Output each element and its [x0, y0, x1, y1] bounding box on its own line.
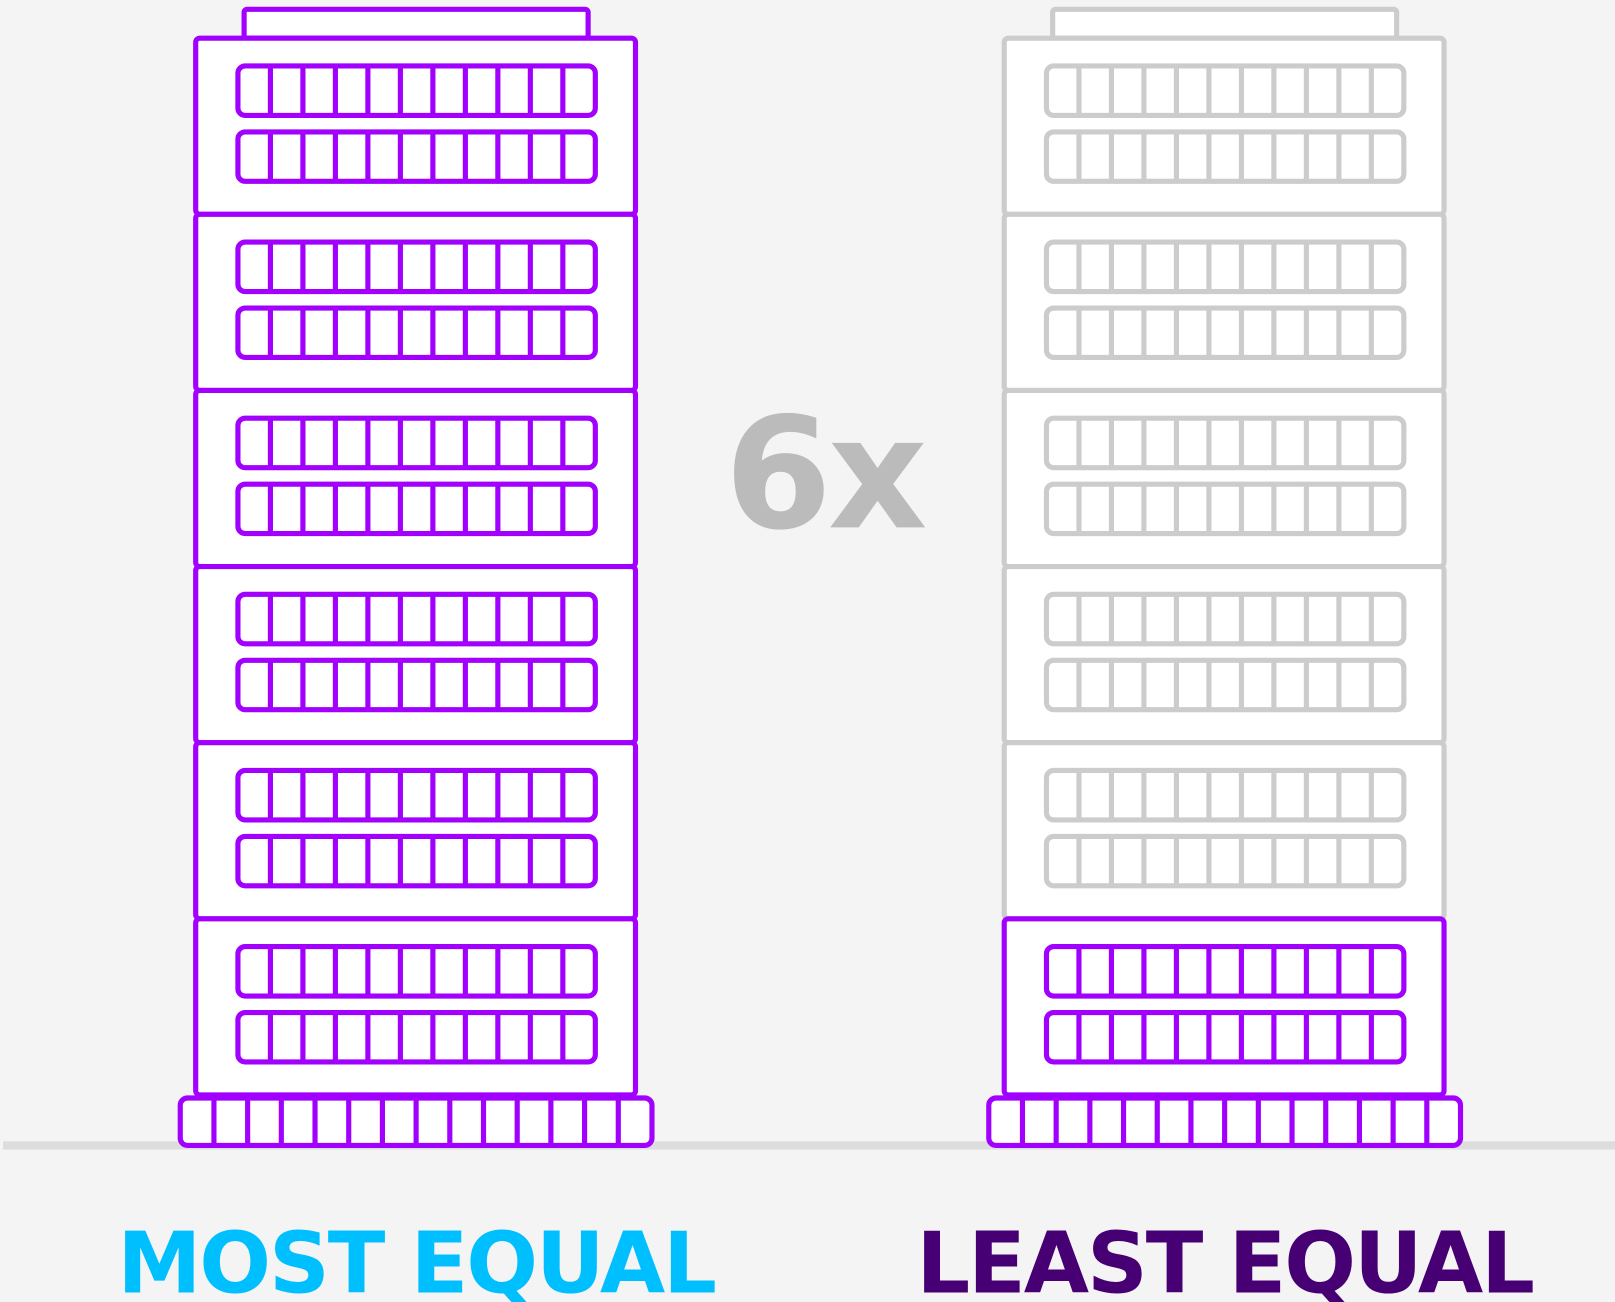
- window-row: [1046, 594, 1403, 643]
- window-row: [238, 484, 595, 533]
- window-row: [1046, 132, 1403, 181]
- window-row: [238, 947, 595, 996]
- window-row: [1046, 836, 1403, 885]
- window-row: [238, 418, 595, 467]
- window-row: [238, 770, 595, 819]
- roof: [244, 9, 588, 38]
- window-row: [1046, 66, 1403, 115]
- window-row: [1046, 418, 1403, 467]
- infographic: 6x MOST EQUAL LEAST EQUAL: [0, 0, 1615, 1302]
- building: [180, 9, 652, 1145]
- window-row: [238, 66, 595, 115]
- window-row: [238, 308, 595, 357]
- window-row: [1046, 484, 1403, 533]
- window-row: [238, 594, 595, 643]
- window-row: [238, 132, 595, 181]
- window-row: [1046, 947, 1403, 996]
- window-row: [238, 242, 595, 291]
- multiplier: 6x: [725, 385, 926, 564]
- window-row: [1046, 308, 1403, 357]
- roof: [1053, 9, 1397, 38]
- building: [989, 9, 1461, 1145]
- window-row: [238, 660, 595, 709]
- building-label: LEAST EQUAL: [916, 1215, 1533, 1302]
- window-row: [1046, 1013, 1403, 1062]
- building-label: MOST EQUAL: [117, 1215, 715, 1302]
- page: 6x MOST EQUALLEAST EQUAL (() => { const …: [0, 0, 1615, 1302]
- window-row: [1046, 242, 1403, 291]
- window-row: [1046, 770, 1403, 819]
- window-row: [238, 836, 595, 885]
- window-row: [1046, 660, 1403, 709]
- window-row: [238, 1013, 595, 1062]
